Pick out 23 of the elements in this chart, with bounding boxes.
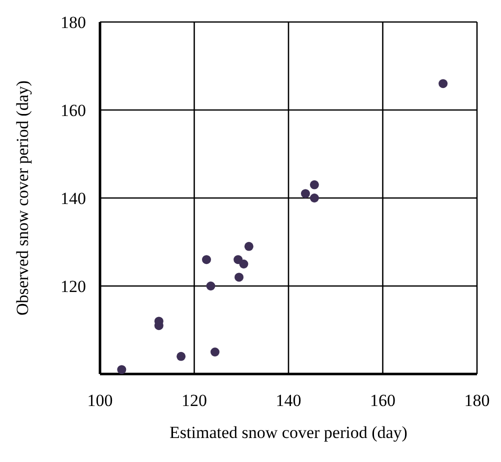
y-tick-label: 160: [60, 101, 86, 120]
point: [176, 352, 186, 361]
point: [117, 365, 126, 374]
y-tick-label: 180: [60, 13, 86, 32]
point: [206, 282, 216, 290]
x-tick-label: 140: [276, 391, 302, 410]
point: [300, 189, 310, 198]
point: [234, 272, 244, 282]
x-axis-title: Estimated snow cover period (day): [170, 423, 408, 442]
point: [438, 79, 448, 88]
point: [310, 194, 319, 202]
y-tick-label: 140: [60, 189, 86, 208]
point: [239, 260, 248, 268]
x-tick-label: 100: [87, 391, 113, 410]
x-tick-label: 120: [182, 391, 207, 410]
point: [202, 255, 212, 264]
point: [244, 242, 254, 251]
y-tick-label: 120: [60, 277, 86, 296]
point: [210, 348, 220, 356]
y-axis-title: Observed snow cover period (day): [13, 80, 32, 316]
point: [310, 180, 319, 190]
x-tick-label: 160: [370, 391, 396, 410]
x-tick-label: 180: [464, 391, 490, 410]
